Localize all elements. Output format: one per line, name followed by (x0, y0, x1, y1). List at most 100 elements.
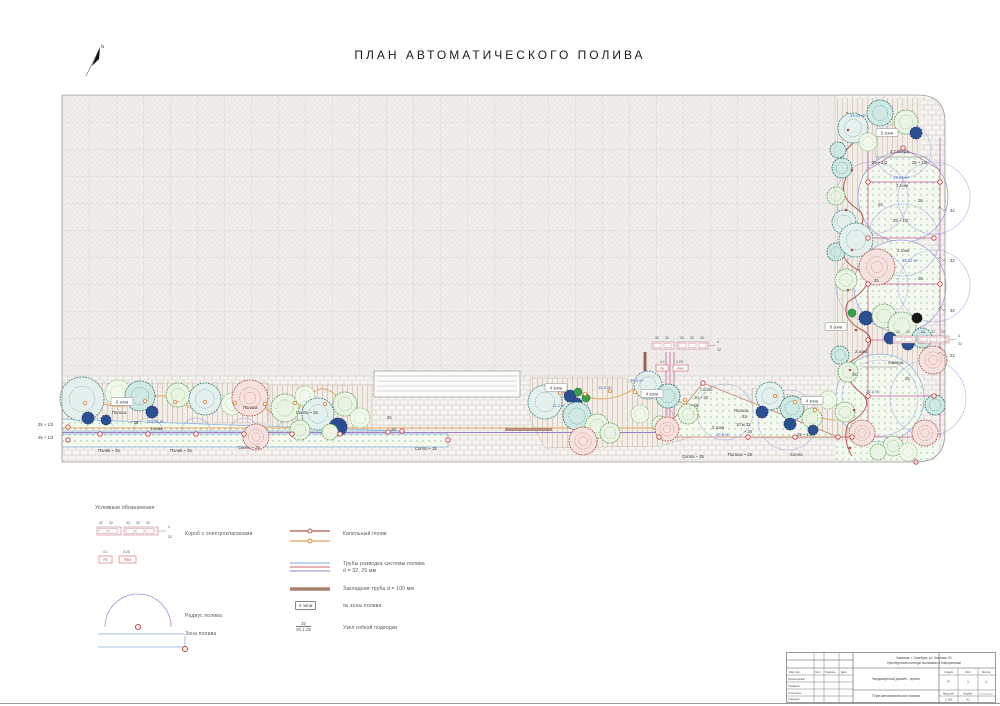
plan-label: 10 м 32 (736, 422, 751, 427)
plan-label: Сопло ~ 25 (238, 445, 261, 450)
plan-label: 25 (387, 415, 392, 420)
svg-text:6 зона: 6 зона (116, 400, 129, 405)
title-block-cell: 1 (985, 680, 987, 684)
svg-text:32: 32 (109, 521, 113, 525)
title-block-cell: Проектировал (788, 677, 806, 681)
legend-item-label: Зона полива (185, 631, 217, 637)
plan-label: 25 + 1/2 (38, 422, 54, 427)
legend-item-label: Короб с электроклапанами (185, 531, 253, 537)
svg-text:32: 32 (931, 330, 935, 334)
plan-label: 20.06 м² (148, 419, 165, 424)
plan-label: 25 (918, 276, 923, 281)
svg-text:32: 32 (958, 342, 962, 346)
title-block-cell: Р (947, 680, 950, 684)
svg-text:32: 32 (136, 521, 140, 525)
irrigation-radius-symbol (104, 593, 172, 630)
north-label: N (101, 44, 104, 49)
zone-badge: 4 зона (544, 383, 568, 392)
title-block-cell: Формат (964, 693, 974, 696)
title-block-cell: Н.контроль (788, 691, 802, 695)
plan-label: 25 (918, 198, 923, 203)
plan-label: Полоса (734, 408, 749, 413)
svg-text:4: 4 (168, 525, 170, 529)
svg-text:4: 4 (717, 340, 719, 344)
title-block-cell: Утвердил (788, 697, 800, 701)
valve-manifolds: 32 32 32 32 32 4 32 4.1 3.25 РВ РВМ 32 32 32 32 32 4 32 (651, 330, 962, 372)
title-block-cell: Ландшафтный дизайн - проект (872, 677, 921, 681)
svg-text:32: 32 (99, 521, 103, 525)
plan-label: 32 (950, 308, 955, 313)
zone-badge: 5 зона (875, 128, 899, 137)
page-title: ПЛАН АВТОМАТИЧЕСКОГО ПОЛИВА (354, 48, 646, 62)
plan-label: ~ 25 (744, 429, 753, 434)
plan-label: 25 (878, 202, 883, 207)
plan-label: 32 (742, 414, 747, 419)
title-block-cell: Изм. Кол. (789, 670, 801, 674)
svg-text:4.1: 4.1 (660, 360, 665, 364)
nodes-group (65, 128, 943, 465)
plan-label: 2 зона (855, 349, 868, 354)
svg-text:32: 32 (717, 348, 721, 352)
plan-label: ~ 25 (130, 420, 139, 425)
title-block-cell: Стадия (944, 670, 953, 674)
plan-label: Сопло ~ 25 (415, 446, 438, 451)
title-block-cell: 1 (967, 680, 969, 684)
plan-label: 28.12 м² (902, 258, 919, 263)
title-block-cell: Дата (841, 670, 847, 674)
plan-label: Сопло (790, 452, 803, 457)
legend-item-label2: d = 32, 25 мм (343, 568, 377, 574)
legend-item-label: Закладная труба d = 100 мм (343, 586, 415, 592)
svg-text:32: 32 (146, 521, 150, 525)
plan-label: Сопло ~ 25 (682, 454, 705, 459)
valve-manifold: 32 32 32 32 32 4 32 4.1 3.25 РВ РВМ (651, 336, 721, 372)
plan-label: 35.6 м² (630, 378, 644, 383)
svg-text:32: 32 (906, 330, 910, 334)
plan-label: 25 (874, 278, 879, 283)
legend-item-label: Радиус полива (185, 613, 223, 619)
legend-title: Условные обозначения (95, 505, 155, 511)
sheet-bottom-edge (0, 703, 1000, 704)
plan-label: 15.6 м² (598, 385, 612, 390)
zone-badge: 4 зона (800, 396, 824, 405)
plan-label: 1 зона (150, 426, 163, 431)
drip-line-symbol (290, 528, 330, 544)
svg-text:32: 32 (680, 336, 684, 340)
title-block-cell: Оренбургский колледж экономики и информа… (887, 661, 961, 665)
plan-label: 25 (905, 376, 910, 381)
legend-item-label: Узел гибкой подводки (343, 625, 398, 631)
title-block-cell: Заказчик: г. Оренбург, ул. Чкалова, 51 (896, 656, 952, 660)
svg-text:32: 32 (700, 336, 704, 340)
valve-box-symbol: 32 32 32 32 32 4 32 4.1 3.25 РВ (96, 521, 172, 564)
svg-text:4 зона: 4 зона (806, 399, 819, 404)
trees-group (59, 99, 948, 462)
zone-badge: 6 зона (110, 397, 134, 406)
flex-connection-note: 32 25.1.25 (296, 621, 312, 633)
title-block-cell: Проверил (788, 684, 800, 688)
plan-outline (61, 94, 946, 463)
plan-label: 2 зона (712, 425, 725, 430)
zone-badge: 6 зона (824, 322, 848, 331)
plan-label: 32 (950, 353, 955, 358)
legend-item-label: Трубы разводка системы полива (343, 561, 425, 567)
svg-text:32: 32 (921, 330, 925, 334)
plan-label: 32 (950, 258, 955, 263)
title-block-cell: 1:100 (945, 698, 953, 702)
plan-label: Сопло ~ 25 (296, 410, 319, 415)
plan-label: Полоса (112, 410, 127, 415)
plan-label: 25 + 1/2 (872, 160, 888, 165)
plan-label: ~ 25 (690, 403, 699, 408)
plaza-area (62, 95, 835, 376)
svg-text:32: 32 (126, 521, 130, 525)
svg-text:4: 4 (958, 334, 960, 338)
title-block-cell: Листов (982, 670, 991, 674)
plan-label: Полоса (243, 405, 258, 410)
svg-text:РВМ: РВМ (677, 367, 684, 371)
svg-text:32: 32 (690, 336, 694, 340)
plan-label: 19.04 м² (893, 175, 910, 180)
plan-label: Полив ~ 25 (170, 448, 192, 453)
svg-text:6 зона: 6 зона (830, 325, 843, 330)
zone-number-badge: 4 зона (295, 601, 317, 610)
svg-text:32: 32 (896, 330, 900, 334)
